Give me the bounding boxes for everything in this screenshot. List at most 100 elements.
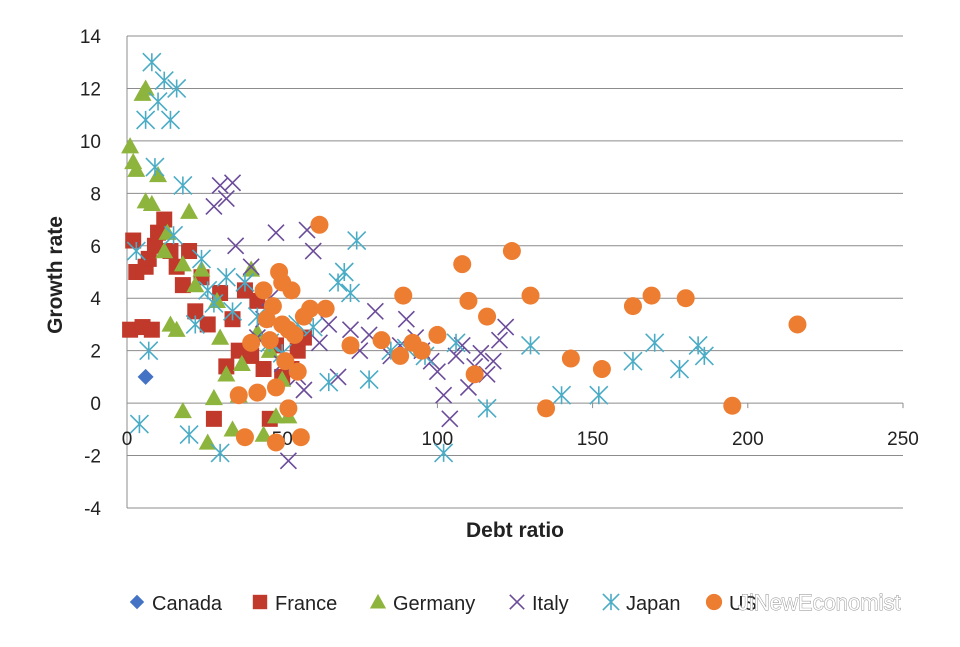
japan-point	[340, 283, 361, 303]
japan-point	[216, 267, 236, 287]
japan-point	[235, 272, 255, 293]
japan-point	[129, 414, 149, 434]
japan-point	[623, 351, 643, 371]
germany-point	[136, 79, 155, 96]
italy-point	[441, 410, 459, 428]
legend-marker-france	[252, 594, 268, 610]
japan-point	[694, 346, 714, 366]
germany-point	[149, 165, 168, 183]
us-point	[316, 299, 335, 318]
japan-point	[434, 443, 454, 463]
us-point	[465, 365, 484, 384]
legend-label-canada: Canada	[152, 593, 223, 615]
italy-point	[279, 452, 297, 470]
y-tick-label: -2	[84, 447, 101, 468]
x-tick-label: 150	[577, 429, 609, 450]
france-point	[122, 321, 139, 338]
italy-point	[295, 381, 313, 399]
y-tick-labels: 14 12 10 8 6 4 2 0 -2 -4	[80, 27, 102, 520]
legend-marker-japan	[602, 593, 620, 611]
x-tick-label: 200	[732, 429, 764, 450]
us-point	[229, 386, 248, 405]
x-tick-label: 0	[122, 429, 133, 450]
japan-point	[520, 335, 541, 355]
us-point	[676, 289, 695, 308]
japan-point	[347, 230, 367, 251]
us-point	[502, 242, 521, 261]
japan-point	[222, 301, 243, 321]
us-point	[242, 333, 261, 352]
germany-point	[211, 328, 230, 345]
germany-point	[121, 137, 140, 154]
japan-point	[139, 341, 159, 361]
legend-label-italy: Italy	[532, 593, 569, 615]
japan-point	[319, 372, 339, 392]
y-tick-label: 4	[90, 289, 101, 310]
legend-marker-canada	[129, 594, 145, 610]
legend-label-us: US	[729, 593, 757, 615]
y-tick-label: 0	[90, 394, 101, 415]
japan-point	[163, 225, 184, 245]
germany-point	[192, 260, 211, 277]
germany-point	[186, 276, 205, 293]
x-axis-title: Debt ratio	[466, 519, 564, 542]
us-point	[276, 352, 295, 371]
y-tick-label: 6	[90, 237, 101, 258]
germany-point	[217, 365, 236, 382]
italy-point	[320, 315, 338, 334]
germany-point	[180, 202, 199, 219]
germany-point	[127, 160, 146, 177]
us-point	[372, 331, 391, 350]
us-point	[521, 286, 540, 305]
y-tick-label: 8	[90, 184, 101, 205]
x-tick-label: 100	[422, 429, 454, 450]
japan-point	[167, 78, 187, 99]
france-point	[230, 342, 247, 359]
us-point	[301, 299, 320, 318]
japan-point	[160, 110, 181, 130]
us-point	[537, 399, 556, 418]
japan-point	[142, 52, 162, 72]
france-point	[255, 361, 272, 378]
japan-point	[204, 293, 224, 314]
legend-marker-germany	[369, 593, 387, 609]
italy-point	[205, 197, 223, 216]
us-point	[394, 286, 413, 305]
japan-point	[179, 425, 199, 445]
japan-point	[126, 241, 146, 261]
france-point	[199, 316, 216, 333]
y-tick-label: 2	[90, 342, 101, 363]
us-point	[310, 215, 329, 234]
us-point	[291, 428, 310, 447]
us-point	[254, 281, 273, 300]
germany-point	[223, 420, 242, 437]
us-point	[235, 428, 254, 447]
x-tick-label: 250	[887, 429, 919, 450]
us-point	[391, 346, 410, 365]
gridlines	[127, 35, 903, 509]
france-point	[125, 232, 142, 249]
us-point	[592, 360, 611, 379]
us-point	[623, 297, 642, 316]
france-point	[243, 347, 260, 364]
us-point	[412, 341, 431, 360]
italy-point	[484, 352, 502, 370]
us-point	[260, 331, 279, 350]
france-point	[156, 211, 173, 228]
japan-point	[148, 91, 168, 112]
france-point	[289, 342, 306, 359]
japan-point	[477, 398, 497, 418]
us-point	[266, 433, 285, 452]
germany-point	[167, 320, 186, 337]
france-point	[174, 277, 191, 294]
legend-label-france: France	[275, 593, 337, 615]
italy-point	[217, 190, 235, 208]
y-tick-label: 10	[80, 132, 101, 153]
us-point	[341, 336, 360, 355]
y-tick-label: 12	[80, 79, 101, 100]
us-point	[279, 399, 298, 418]
us-point	[263, 297, 282, 316]
germany-point	[242, 260, 261, 277]
